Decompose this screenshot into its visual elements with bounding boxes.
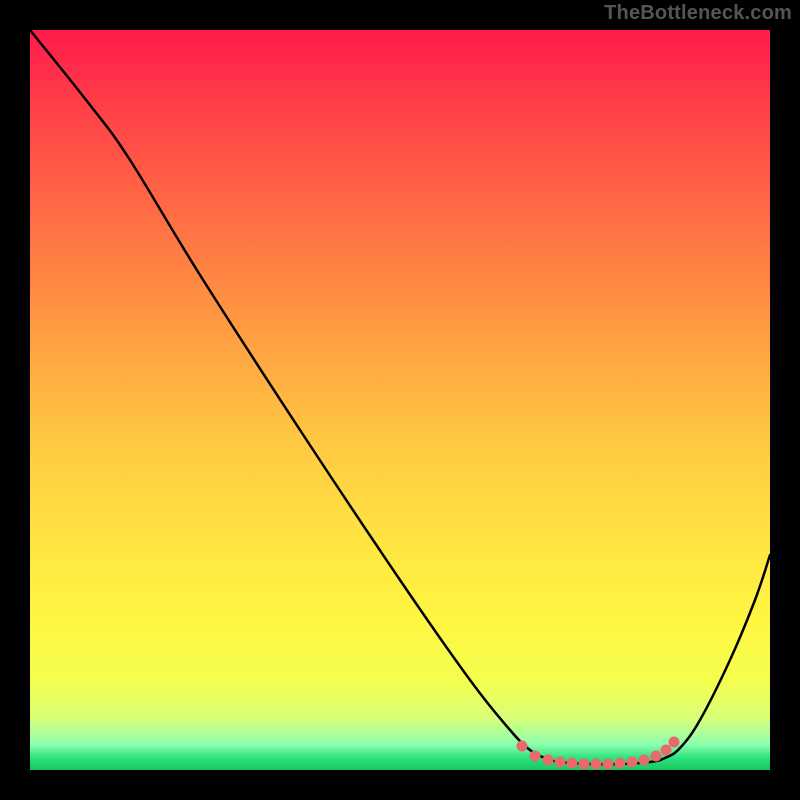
marker-dot bbox=[615, 758, 626, 769]
marker-dot bbox=[669, 737, 680, 748]
chart-canvas: TheBottleneck.com bbox=[0, 0, 800, 800]
marker-dot bbox=[530, 751, 541, 762]
marker-dot bbox=[555, 757, 566, 768]
marker-dot bbox=[639, 755, 650, 766]
marker-dot bbox=[603, 759, 614, 770]
watermark-text: TheBottleneck.com bbox=[604, 2, 792, 25]
chart-svg bbox=[0, 0, 800, 800]
marker-dot bbox=[627, 757, 638, 768]
marker-dot bbox=[543, 755, 554, 766]
marker-dot bbox=[579, 759, 590, 770]
plot-background bbox=[30, 30, 770, 770]
marker-dot bbox=[591, 759, 602, 770]
marker-dot bbox=[661, 745, 672, 756]
marker-dot bbox=[517, 741, 528, 752]
marker-dot bbox=[567, 758, 578, 769]
marker-dot bbox=[651, 751, 662, 762]
